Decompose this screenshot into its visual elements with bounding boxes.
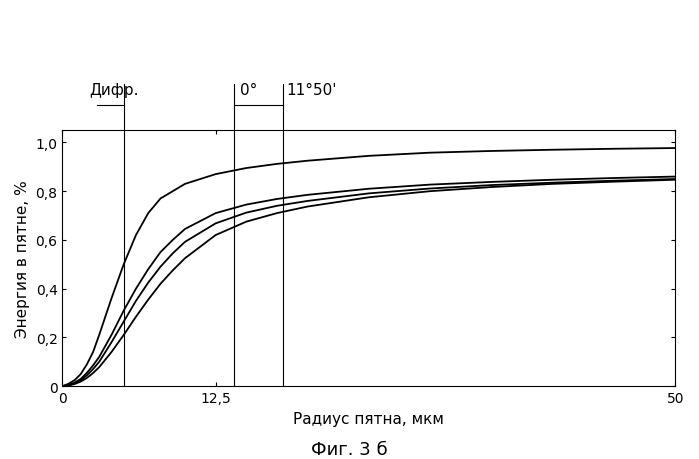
X-axis label: Радиус пятна, мкм: Радиус пятна, мкм	[294, 411, 445, 425]
Text: 11°50': 11°50'	[287, 83, 337, 98]
Y-axis label: Энергия в пятне, %: Энергия в пятне, %	[15, 180, 30, 337]
Text: Дифр.: Дифр.	[89, 83, 139, 98]
Text: 0°: 0°	[240, 83, 257, 98]
Text: Фиг. 3 б: Фиг. 3 б	[311, 441, 388, 459]
